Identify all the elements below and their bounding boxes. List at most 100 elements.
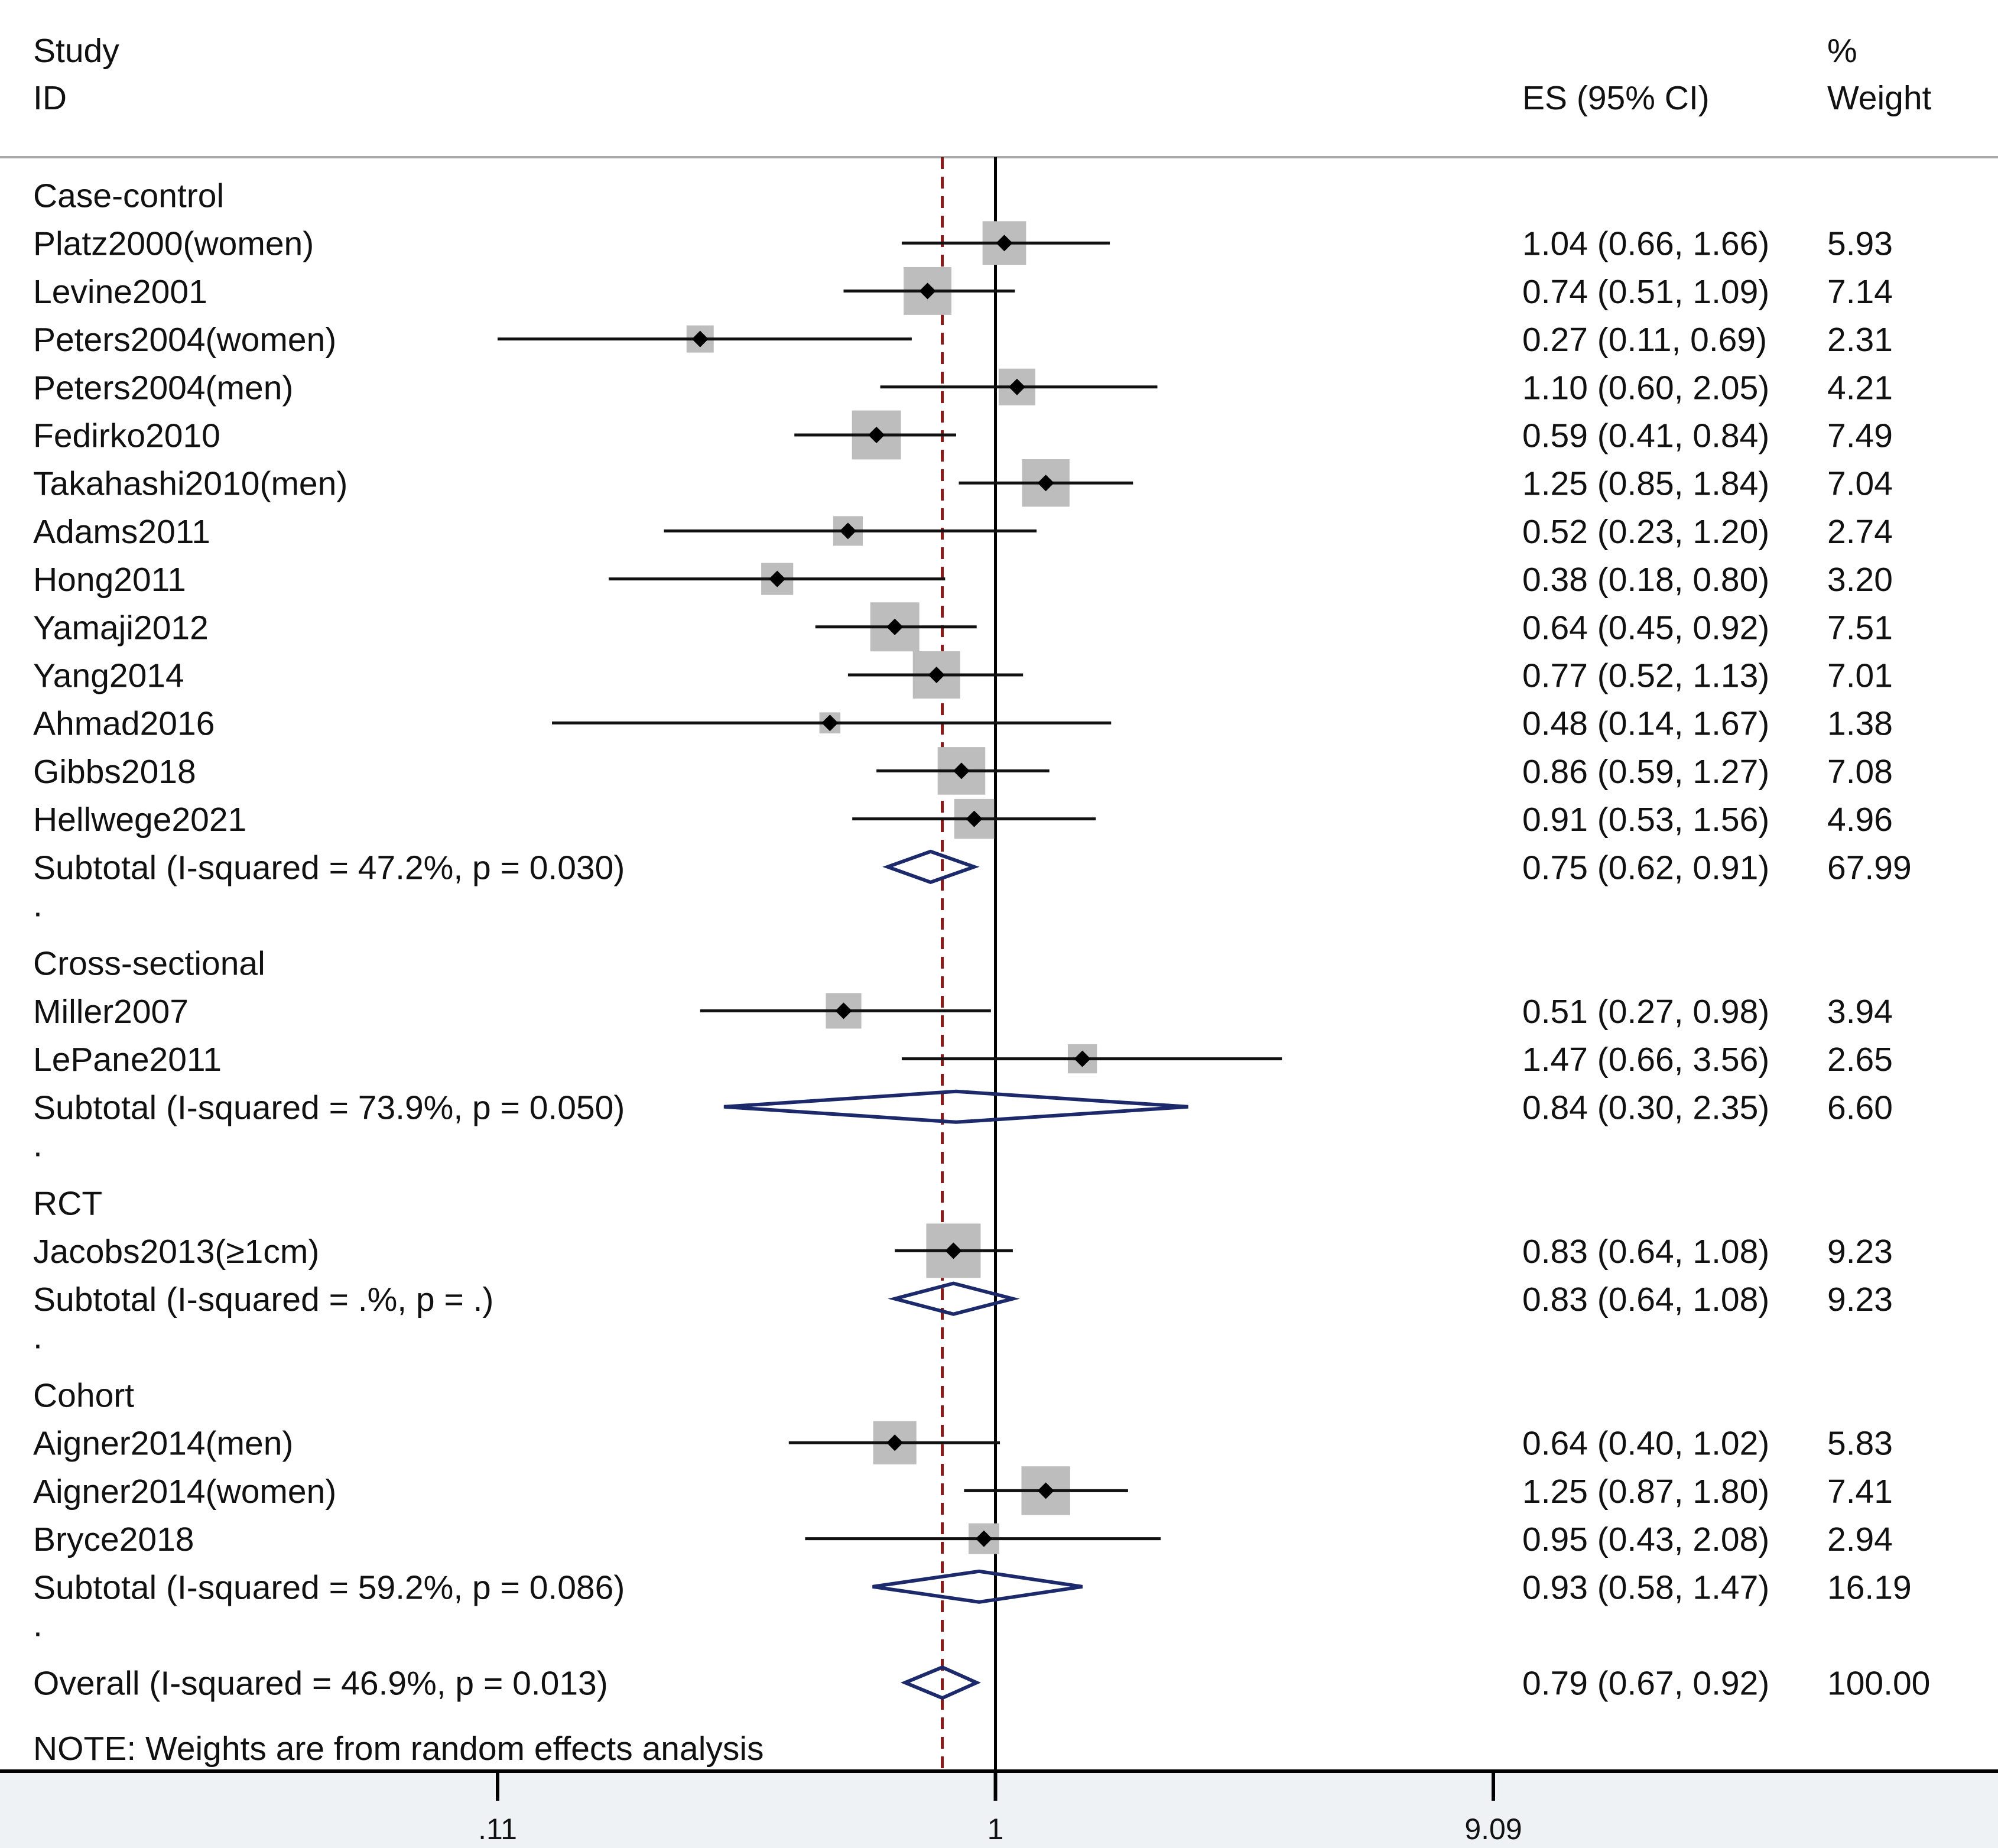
es-ci-text: 0.51 (0.27, 0.98) — [1522, 993, 1769, 1031]
point-estimate — [886, 618, 904, 635]
study-label: Aigner2014(men) — [33, 1425, 293, 1463]
es-ci-text: 0.64 (0.45, 0.92) — [1522, 609, 1769, 647]
es-ci-text: 1.10 (0.60, 2.05) — [1522, 369, 1769, 407]
point-estimate — [886, 1434, 904, 1451]
study-label: Yamaji2012 — [33, 609, 209, 647]
es-ci-text: 1.25 (0.87, 1.80) — [1522, 1473, 1769, 1511]
weight-text: 3.94 — [1827, 993, 1893, 1031]
overall-label: Overall (I-squared = 46.9%, p = 0.013) — [33, 1665, 608, 1703]
es-ci-text: 0.95 (0.43, 2.08) — [1522, 1521, 1769, 1558]
subtotal-label: Subtotal (I-squared = 47.2%, p = 0.030) — [33, 849, 625, 886]
point-estimate — [975, 1530, 992, 1547]
weight-text: 7.49 — [1827, 417, 1893, 455]
overall-diamond — [900, 1665, 982, 1700]
subtotal-diamond — [888, 1281, 1020, 1316]
group-spacer: . — [33, 1318, 43, 1356]
x-tick-label: 9.09 — [1464, 1813, 1522, 1846]
subtotal-diamond — [882, 849, 980, 884]
study-label: Peters2004(men) — [33, 369, 293, 407]
weight-text: 5.93 — [1827, 225, 1893, 263]
subtotal-diamond — [872, 1569, 1083, 1604]
x-tick-label: .11 — [478, 1813, 517, 1846]
point-estimate — [839, 522, 856, 540]
es-ci-text: 0.77 (0.52, 1.13) — [1522, 657, 1769, 695]
point-estimate — [769, 570, 786, 587]
subtotal-label: Subtotal (I-squared = 73.9%, p = 0.050) — [33, 1089, 625, 1126]
point-estimate — [835, 1002, 852, 1019]
footnote: NOTE: Weights are from random effects an… — [33, 1730, 764, 1768]
point-estimate — [966, 810, 983, 827]
weight-text: 7.04 — [1827, 465, 1893, 503]
es-ci-text: 1.04 (0.66, 1.66) — [1522, 225, 1769, 263]
weight-text: 16.19 — [1827, 1568, 1912, 1606]
weight-text: 2.31 — [1827, 321, 1893, 359]
weight-text: 9.23 — [1827, 1233, 1893, 1271]
header-id: ID — [33, 79, 67, 117]
group-label: RCT — [33, 1185, 102, 1223]
weight-text: 2.65 — [1827, 1041, 1893, 1079]
weight-text: 7.51 — [1827, 609, 1893, 647]
study-label: Gibbs2018 — [33, 753, 196, 791]
weight-text: 5.83 — [1827, 1425, 1893, 1463]
es-ci-text: 0.75 (0.62, 0.91) — [1522, 849, 1769, 886]
es-ci-text: 0.83 (0.64, 1.08) — [1522, 1281, 1769, 1318]
weight-text: 1.38 — [1827, 705, 1893, 743]
weight-text: 4.21 — [1827, 369, 1893, 407]
subtotal-label: Subtotal (I-squared = .%, p = .) — [33, 1281, 493, 1318]
weight-text: 7.14 — [1827, 273, 1893, 311]
study-label: Adams2011 — [33, 513, 210, 551]
weight-text: 7.08 — [1827, 753, 1893, 791]
group-spacer: . — [33, 1606, 43, 1644]
x-tick-label: 1 — [987, 1813, 1004, 1846]
es-ci-text: 1.47 (0.66, 3.56) — [1522, 1041, 1769, 1079]
study-label: Takahashi2010(men) — [33, 465, 347, 503]
study-label: Peters2004(women) — [33, 321, 336, 359]
es-ci-text: 0.59 (0.41, 0.84) — [1522, 417, 1769, 455]
point-estimate — [919, 282, 936, 300]
weight-text: 9.23 — [1827, 1281, 1893, 1318]
es-ci-text: 0.79 (0.67, 0.92) — [1522, 1665, 1769, 1703]
subtotal-diamond — [723, 1089, 1188, 1124]
point-estimate — [953, 762, 970, 780]
point-estimate — [1037, 1482, 1054, 1499]
study-label: Bryce2018 — [33, 1521, 194, 1558]
es-ci-text: 0.83 (0.64, 1.08) — [1522, 1233, 1769, 1271]
point-estimate — [1074, 1050, 1091, 1067]
point-estimate — [868, 427, 885, 443]
header-study: Study — [33, 32, 119, 70]
weight-text: 67.99 — [1827, 849, 1912, 886]
weight-text: 6.60 — [1827, 1089, 1893, 1126]
study-label: Hong2011 — [33, 561, 186, 599]
study-label: Aigner2014(women) — [33, 1473, 336, 1511]
study-label: Miller2007 — [33, 993, 189, 1031]
header-weight: Weight — [1827, 79, 1932, 117]
subtotal-label: Subtotal (I-squared = 59.2%, p = 0.086) — [33, 1568, 625, 1606]
study-label: Hellwege2021 — [33, 801, 246, 839]
weight-text: 7.41 — [1827, 1473, 1893, 1511]
group-spacer: . — [33, 1126, 43, 1164]
study-label: Ahmad2016 — [33, 705, 215, 743]
header-weight-percent: % — [1827, 32, 1857, 70]
point-estimate — [691, 330, 709, 347]
es-ci-text: 0.38 (0.18, 0.80) — [1522, 561, 1769, 599]
es-ci-text: 0.93 (0.58, 1.47) — [1522, 1568, 1769, 1606]
weight-text: 100.00 — [1827, 1665, 1930, 1703]
study-label: Fedirko2010 — [33, 417, 220, 455]
es-ci-text: 0.84 (0.30, 2.35) — [1522, 1089, 1769, 1126]
es-ci-text: 0.91 (0.53, 1.56) — [1522, 801, 1769, 839]
es-ci-text: 0.64 (0.40, 1.02) — [1522, 1425, 1769, 1463]
point-estimate — [1037, 475, 1054, 492]
study-label: Jacobs2013(≥1cm) — [33, 1233, 319, 1271]
group-label: Cohort — [33, 1377, 134, 1415]
es-ci-text: 0.48 (0.14, 1.67) — [1522, 705, 1769, 743]
weight-text: 3.20 — [1827, 561, 1893, 599]
header-es: ES (95% CI) — [1522, 79, 1710, 117]
weight-text: 7.01 — [1827, 657, 1893, 695]
study-label: Levine2001 — [33, 273, 207, 311]
weight-text: 4.96 — [1827, 801, 1893, 839]
es-ci-text: 0.52 (0.23, 1.20) — [1522, 513, 1769, 551]
point-estimate — [945, 1242, 962, 1259]
group-label: Case-control — [33, 177, 224, 215]
point-estimate — [928, 667, 945, 683]
